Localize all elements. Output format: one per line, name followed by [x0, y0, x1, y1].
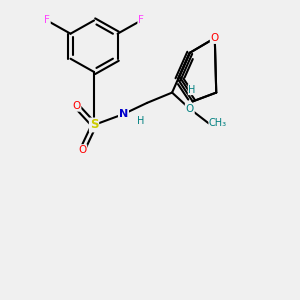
Text: O: O [186, 104, 194, 114]
Text: N: N [119, 109, 128, 119]
Text: S: S [90, 118, 98, 131]
Text: O: O [78, 145, 86, 155]
Text: Methoxy: Methoxy [209, 122, 215, 124]
Text: H: H [188, 85, 196, 94]
Text: F: F [44, 15, 50, 26]
Text: CH₃: CH₃ [209, 118, 227, 128]
Text: H: H [137, 116, 145, 126]
Text: O: O [211, 33, 219, 43]
Text: F: F [138, 15, 144, 26]
Text: O: O [72, 101, 80, 111]
